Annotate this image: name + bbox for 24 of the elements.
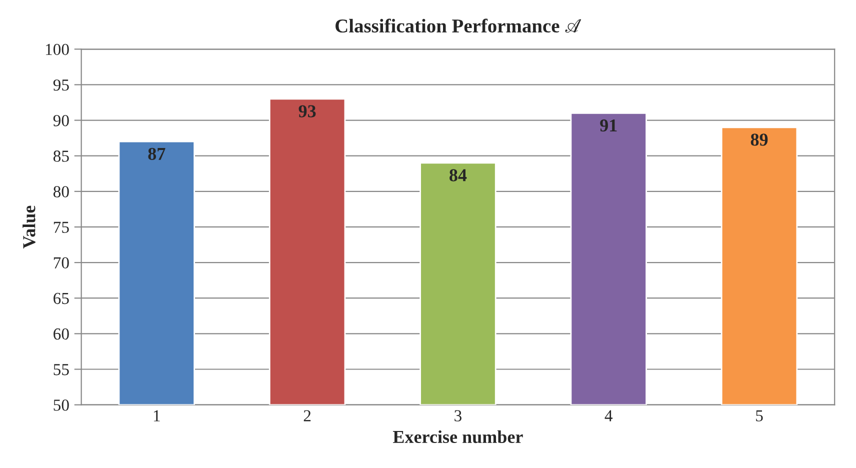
x-tick-label: 5 — [756, 410, 763, 422]
x-tick-label: 1 — [154, 410, 160, 422]
x-axis-title: Exercise number — [392, 430, 523, 444]
y-tick-label: 50 — [54, 400, 69, 411]
data-label: 84 — [450, 169, 467, 182]
y-axis-title: Value — [22, 206, 36, 249]
x-tick-label: 4 — [604, 410, 613, 422]
y-tick-label: 85 — [53, 150, 69, 162]
x-tick-label: 2 — [304, 410, 311, 422]
data-label: 89 — [750, 134, 768, 146]
data-label: 87 — [148, 148, 166, 160]
data-label: 93 — [298, 105, 316, 118]
data-label: 91 — [600, 119, 617, 132]
y-tick-label: 100 — [46, 44, 69, 56]
y-tick-label: 65 — [54, 292, 69, 304]
x-tick-label: 3 — [454, 410, 462, 422]
y-tick-label: 60 — [54, 328, 69, 340]
y-tick-label: 90 — [53, 114, 69, 126]
chart-title: Classification Performance 𝒜 — [336, 18, 582, 33]
y-tick-label: 80 — [53, 186, 69, 198]
y-tick-label: 70 — [54, 257, 69, 268]
y-tick-label: 95 — [53, 79, 69, 91]
y-tick-label: 75 — [54, 222, 69, 233]
y-tick-label: 55 — [54, 364, 69, 376]
